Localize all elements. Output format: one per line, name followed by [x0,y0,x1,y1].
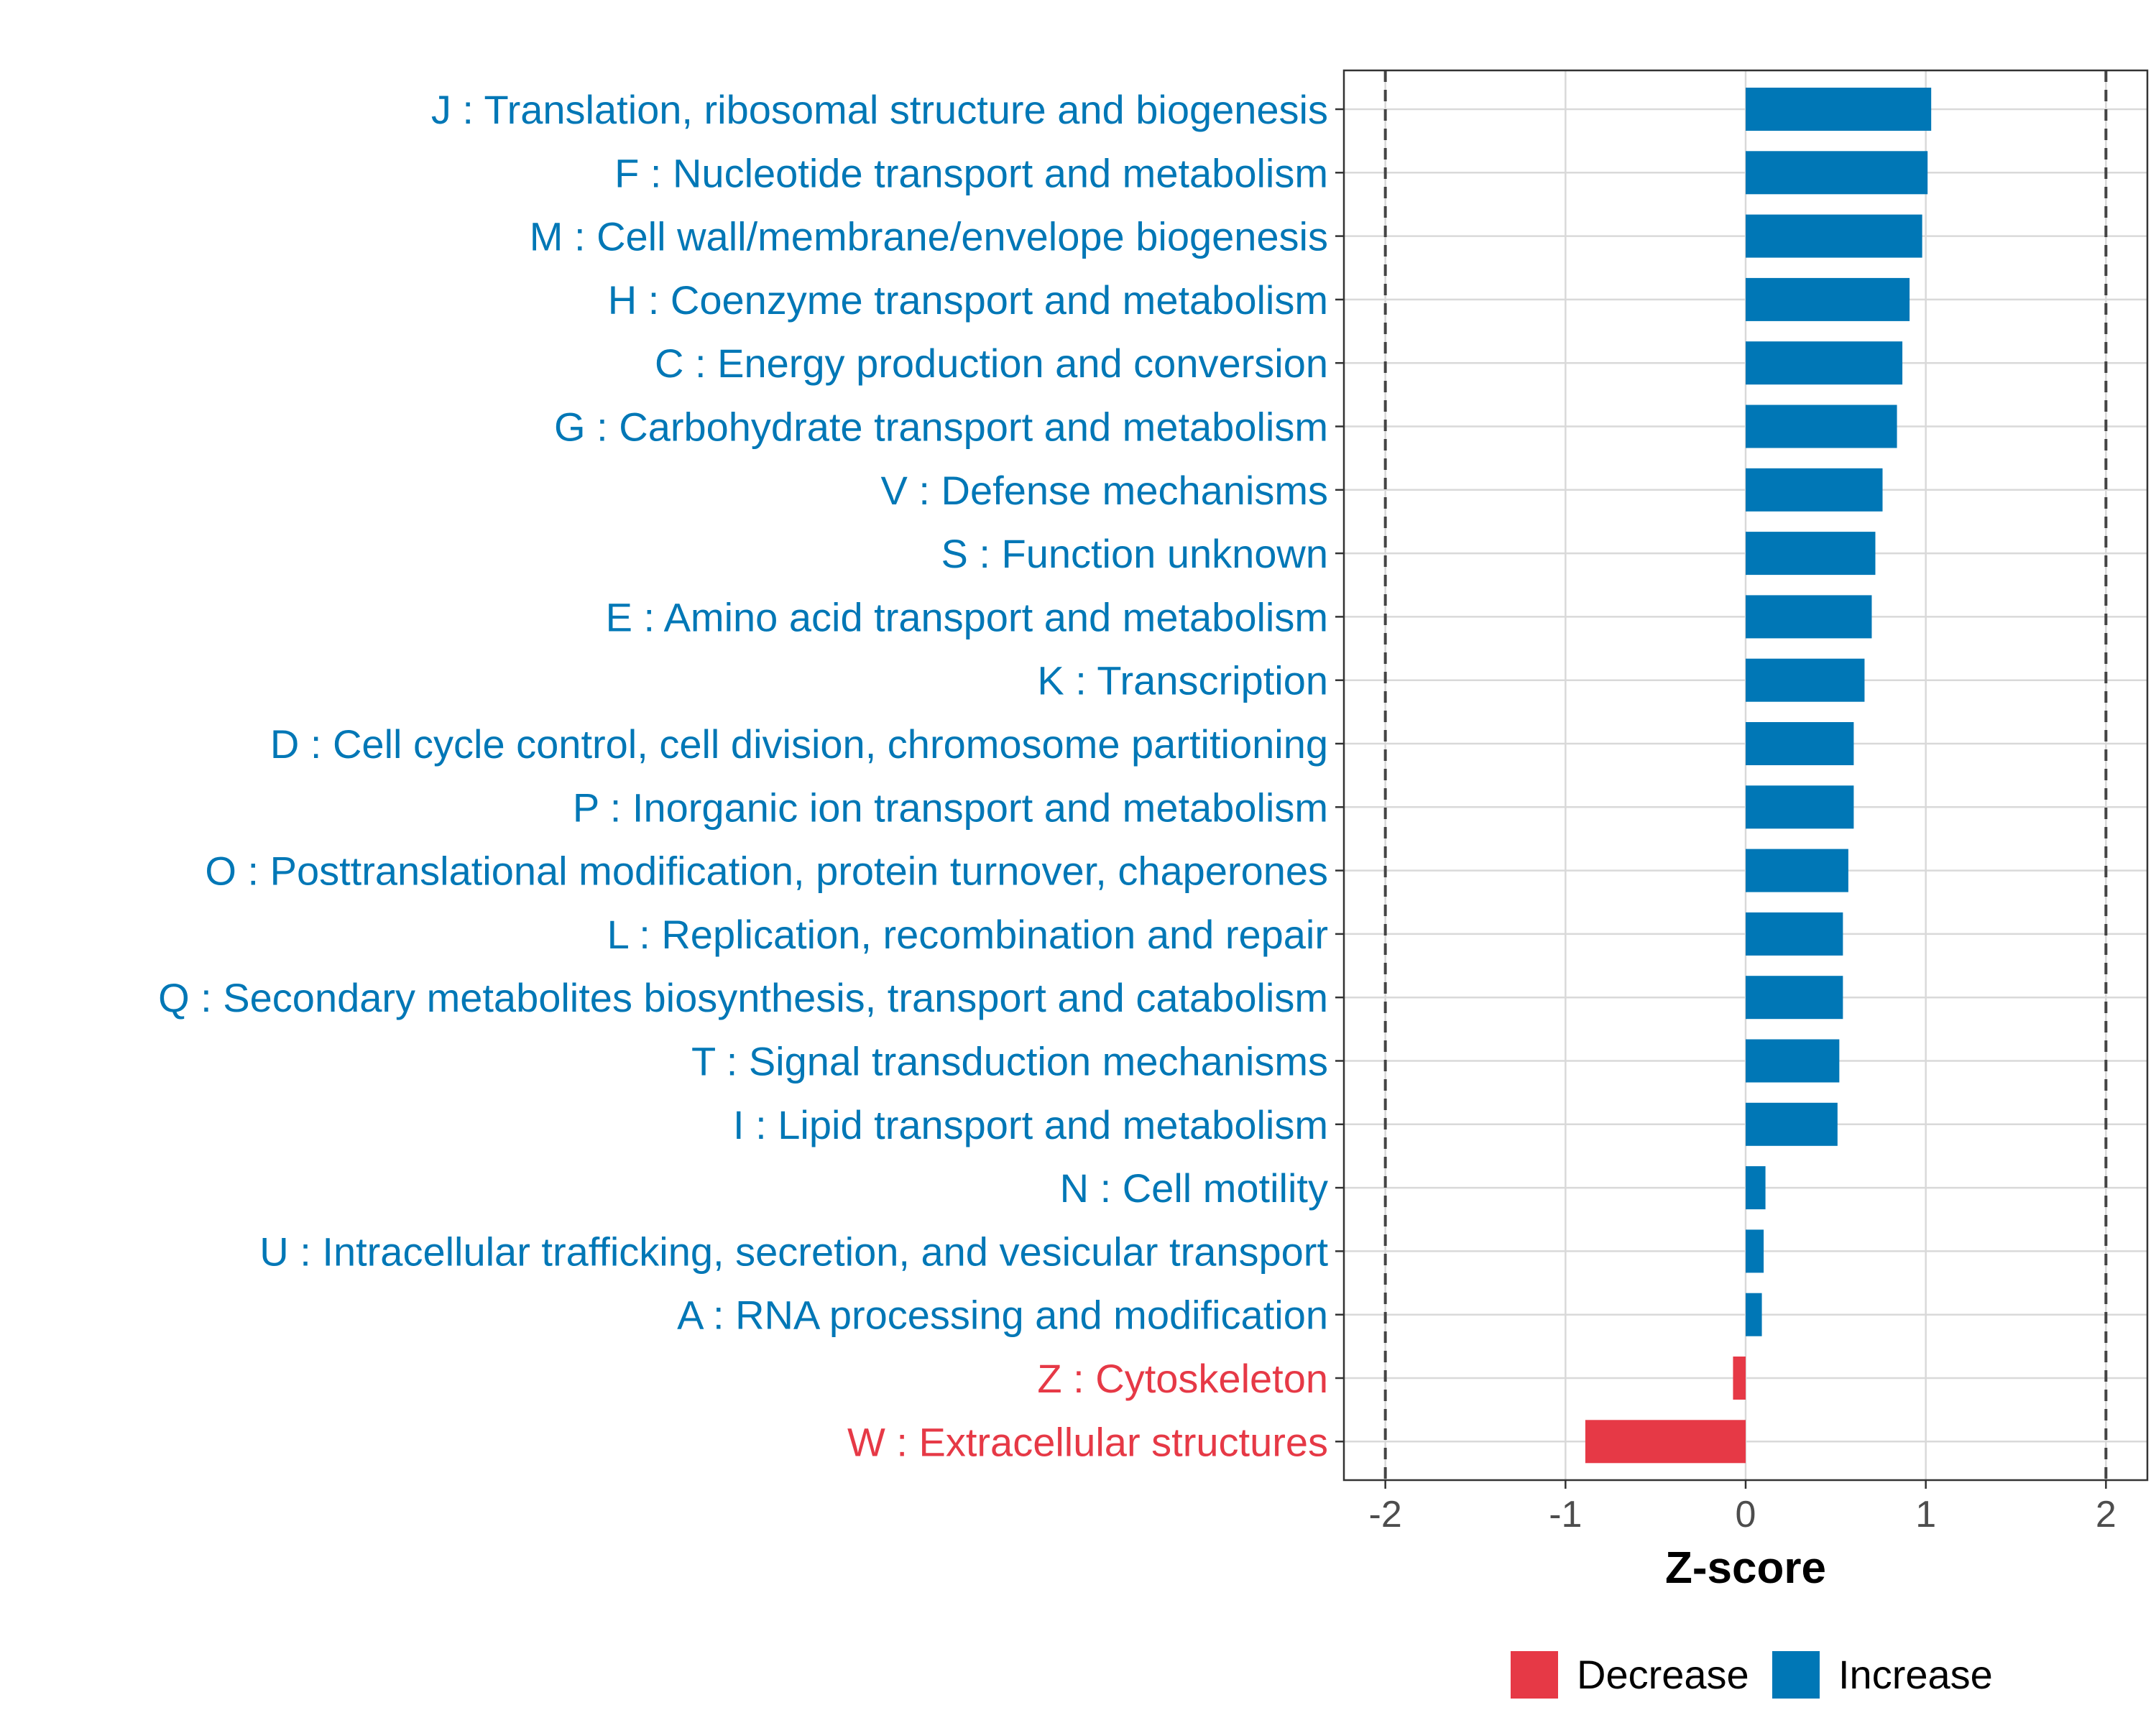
category-label: P : Inorganic ion transport and metaboli… [573,785,1328,830]
category-label: N : Cell motility [1060,1165,1328,1211]
category-label: G : Carbohydrate transport and metabolis… [554,405,1328,450]
x-tick-label: -2 [1369,1494,1402,1535]
bar [1746,151,1928,195]
y-axis-labels: J : Translation, ribosomal structure and… [158,87,1328,1464]
bar [1746,88,1932,131]
bar [1746,722,1854,765]
category-label: H : Coenzyme transport and metabolism [608,277,1328,323]
bar [1746,595,1872,639]
category-label: J : Translation, ribosomal structure and… [431,87,1328,132]
reference-lines [1383,70,2108,1480]
bar [1746,976,1843,1020]
bar [1746,912,1843,956]
bar [1746,405,1897,448]
bar [1746,1166,1766,1210]
legend-label-increase: Increase [1838,1652,1993,1697]
bar [1746,341,1903,385]
bar [1746,785,1854,829]
bar [1746,1102,1838,1146]
bar [1746,658,1865,702]
legend-swatch-decrease [1511,1651,1558,1699]
y-axis-ticks [1335,108,1344,1443]
bar [1746,1293,1762,1336]
x-axis-title: Z-score [1665,1543,1826,1593]
category-label: W : Extracellular structures [847,1419,1328,1464]
bar [1746,849,1848,892]
category-label: M : Cell wall/membrane/envelope biogenes… [530,214,1328,259]
bar [1746,214,1922,258]
category-label: L : Replication, recombination and repai… [607,912,1328,957]
category-label: Q : Secondary metabolites biosynthesis, … [158,975,1328,1020]
category-label: C : Energy production and conversion [655,341,1328,386]
bar [1746,1039,1840,1083]
x-tick-label: 2 [2096,1494,2116,1535]
bar [1746,1229,1764,1273]
category-label: Z : Cytoskeleton [1037,1356,1328,1401]
bar [1733,1357,1746,1400]
legend-swatch-increase [1772,1651,1820,1699]
bar [1746,532,1876,576]
category-label: E : Amino acid transport and metabolism [606,594,1328,639]
bar [1746,277,1910,321]
bar [1746,468,1883,512]
legend-label-decrease: Decrease [1577,1652,1749,1697]
category-label: T : Signal transduction mechanisms [691,1039,1328,1084]
x-tick-label: 1 [1915,1494,1936,1535]
bars [1585,88,1932,1464]
category-label: U : Intracellular trafficking, secretion… [259,1229,1328,1274]
legend: Decrease Increase [1511,1651,1993,1699]
category-label: S : Function unknown [941,531,1328,576]
category-label: A : RNA processing and modification [677,1293,1328,1338]
x-tick-label: -1 [1549,1494,1582,1535]
x-axis-ticks: -2 -1 0 1 2 [1369,1480,2116,1535]
bar [1585,1420,1746,1464]
category-label: K : Transcription [1037,658,1328,703]
category-label: F : Nucleotide transport and metabolism [614,150,1328,195]
x-tick-label: 0 [1736,1494,1756,1535]
category-label: D : Cell cycle control, cell division, c… [270,721,1328,767]
category-label: O : Posttranslational modification, prot… [205,849,1328,894]
category-label: V : Defense mechanisms [881,468,1328,513]
category-label: I : Lipid transport and metabolism [733,1102,1328,1147]
